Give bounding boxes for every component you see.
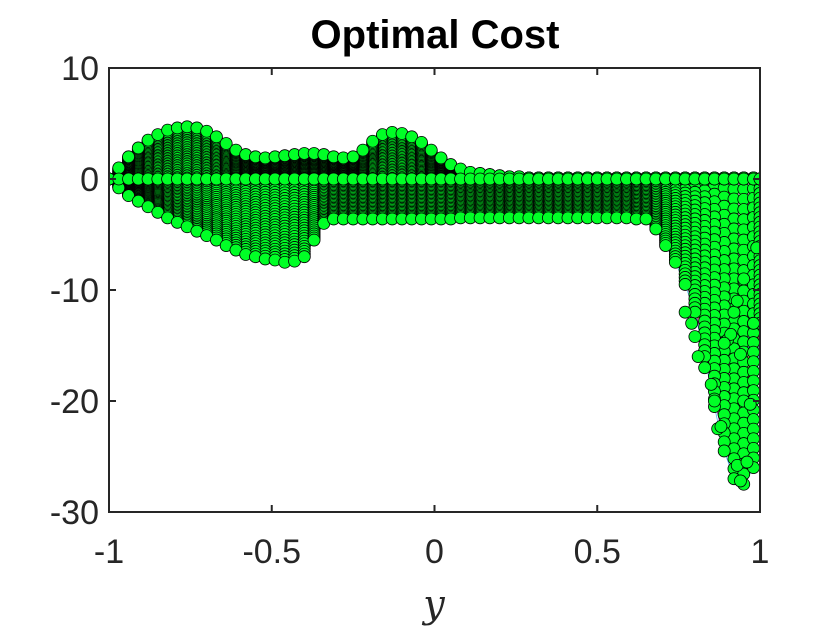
data-point	[717, 336, 731, 350]
data-point	[659, 239, 673, 253]
data-point	[356, 143, 370, 157]
x-axis-label: y	[421, 582, 445, 626]
data-point	[639, 212, 653, 226]
data-point	[734, 347, 747, 361]
data-point	[668, 255, 682, 269]
data-point	[649, 222, 663, 236]
data-point	[685, 316, 699, 330]
data-point	[730, 294, 744, 308]
data-point	[112, 161, 126, 175]
data-point	[131, 141, 145, 155]
y-tick-label: 10	[61, 50, 99, 88]
y-tick-label: 0	[80, 161, 99, 199]
data-point	[297, 250, 311, 264]
data-point	[734, 474, 747, 488]
data-point	[708, 394, 721, 408]
data-point	[740, 455, 754, 469]
data-point	[424, 143, 438, 157]
data-point	[691, 350, 705, 364]
x-tick-label: 0	[425, 533, 444, 571]
x-tick-label: -0.5	[242, 533, 301, 571]
data-point	[307, 233, 321, 247]
data-point	[717, 444, 731, 458]
x-tick-label: 0.5	[574, 533, 621, 571]
x-tick-label: 1	[751, 533, 770, 571]
y-axis: 10 0 -10 -20 -30	[50, 50, 760, 532]
data-markers	[109, 120, 760, 491]
y-tick-label: -20	[50, 383, 99, 421]
y-tick-label: -30	[50, 494, 99, 532]
data-point	[737, 272, 751, 286]
data-point	[688, 330, 702, 344]
data-point	[704, 377, 718, 391]
x-tick-label: -1	[94, 533, 124, 571]
data-point	[415, 135, 428, 149]
data-point	[678, 278, 692, 291]
y-tick-label: -10	[50, 272, 99, 310]
chart-title: Optimal Cost	[311, 13, 560, 57]
data-point	[122, 150, 135, 164]
data-point	[698, 361, 712, 375]
data-point	[678, 305, 692, 319]
data-point	[727, 305, 741, 319]
data-point	[747, 316, 760, 330]
data-point	[714, 420, 728, 433]
